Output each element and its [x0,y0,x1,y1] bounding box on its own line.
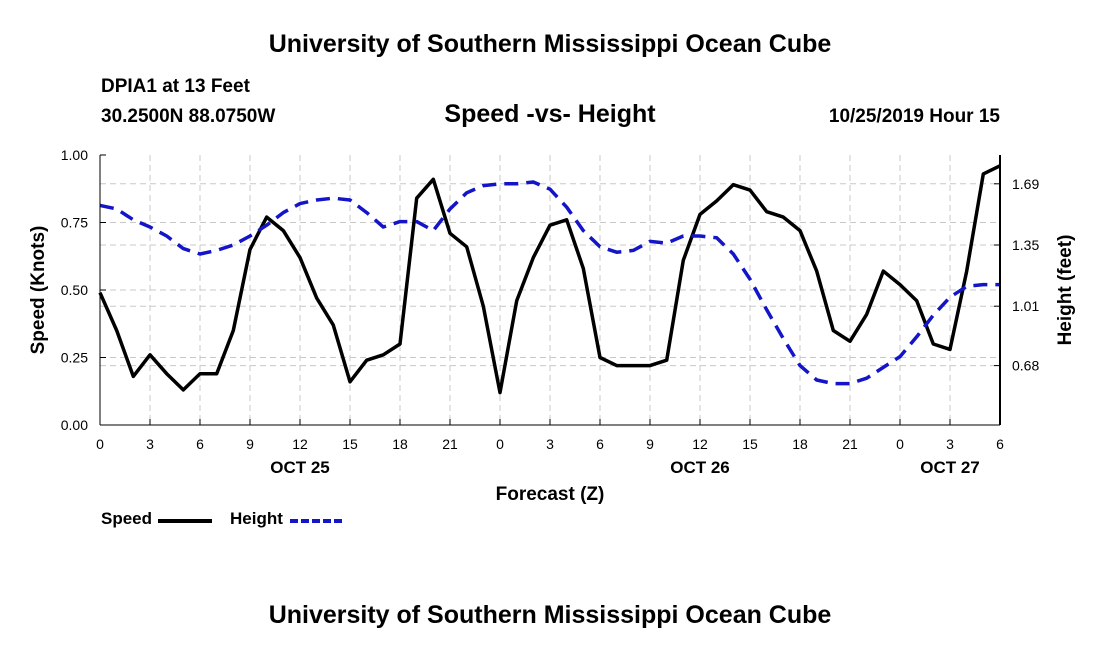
x-tick-label: 15 [742,436,758,452]
x-date-label: OCT 25 [270,458,330,477]
legend-height-swatch [290,519,342,523]
x-tick-label: 9 [246,436,254,452]
y2-tick-label: 1.69 [1012,176,1039,192]
x-tick-label: 12 [292,436,308,452]
y-tick-label: 1.00 [61,147,88,163]
legend-height-label: Height [230,509,283,528]
series-line-height [99,180,1000,386]
x-tick-label: 0 [96,436,104,452]
grid [100,155,1000,425]
x-tick-label: 18 [792,436,808,452]
y2-tick-label: 0.68 [1012,358,1039,374]
x-tick-label: 3 [146,436,154,452]
x-tick-label: 3 [946,436,954,452]
y-tick-label: 0.75 [61,215,88,231]
y2-axis-title: Height (feet) [1055,235,1076,346]
chart-subtitle: Speed -vs- Height [444,100,656,128]
y-tick-label: 0.25 [61,350,88,366]
series-line-speed [98,164,1001,395]
x-tick-label: 15 [342,436,358,452]
page-title-top: University of Southern Mississippi Ocean… [268,30,832,58]
x-tick-label: 18 [392,436,408,452]
x-tick-label: 12 [692,436,708,452]
y-tick-label: 0.50 [61,282,88,298]
x-date-label: OCT 27 [920,458,980,477]
x-tick-label: 6 [996,436,1004,452]
x-tick-label: 0 [896,436,904,452]
x-tick-label: 0 [496,436,504,452]
station-label: DPIA1 at 13 Feet [101,76,250,97]
axes [99,154,1001,426]
x-tick-label: 6 [196,436,204,452]
x-tick-label: 21 [442,436,458,452]
y2-tick-label: 1.01 [1012,298,1039,314]
x-tick-label: 21 [842,436,858,452]
x-axis-title: Forecast (Z) [496,484,605,505]
x-date-label: OCT 26 [670,458,730,477]
x-tick-label: 3 [546,436,554,452]
legend-speed-swatch [158,519,212,523]
y-tick-label: 0.00 [61,417,88,433]
series [98,164,1001,395]
page-title-bottom: University of Southern Mississippi Ocean… [268,601,832,629]
y2-tick-label: 1.35 [1012,237,1039,253]
axis-labels: 0 3 6 9 12 15 18 21 0 3 6 9 12 15 18 21 0 3 6 0.00 0.25 0.50 0… [28,147,1076,505]
x-tick-label: 9 [646,436,654,452]
forecast-datetime: 10/25/2019 Hour 15 [828,106,1000,127]
legend-speed-label: Speed [101,509,153,528]
x-tick-label: 6 [596,436,604,452]
station-coordinates: 30.2500N 88.0750W [101,106,276,127]
y-axis-title: Speed (Knots) [28,226,49,355]
